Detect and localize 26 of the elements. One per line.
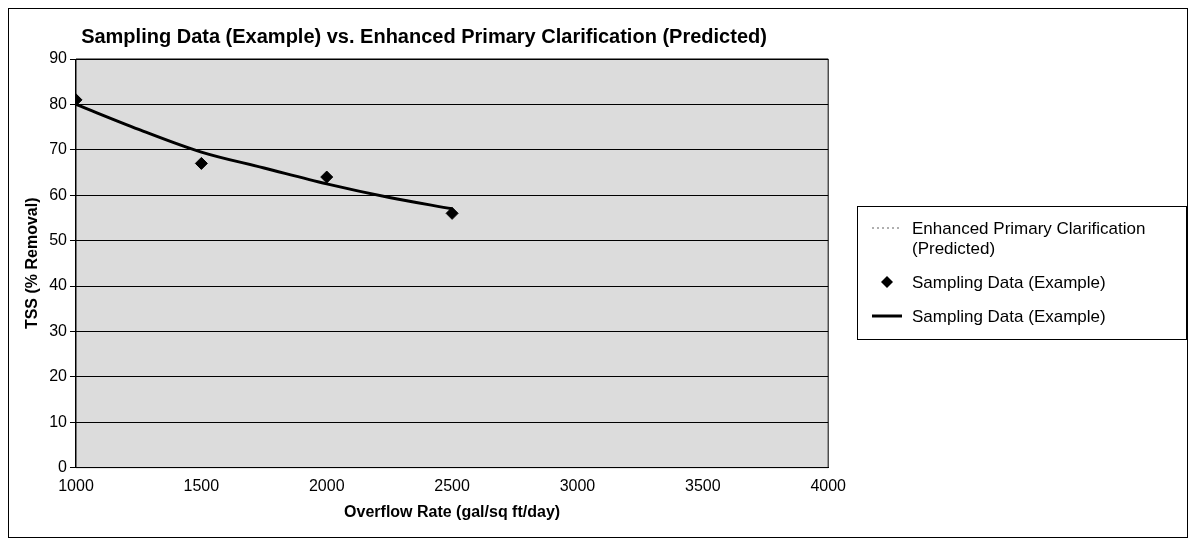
x-axis-title: Overflow Rate (gal/sq ft/day) (344, 502, 561, 520)
y-tick-label: 0 (58, 458, 68, 476)
x-tick-label: 2000 (308, 476, 345, 494)
x-tick-label: 1500 (183, 476, 220, 494)
y-tick-label: 30 (49, 321, 68, 339)
x-tick-label: 3500 (685, 476, 721, 494)
point (445, 206, 459, 220)
y-tick-label: 20 (49, 367, 68, 385)
x-tick-label: 2500 (434, 476, 470, 494)
point (320, 170, 334, 184)
y-tick-label: 90 (49, 49, 68, 67)
legend-label: Enhanced Primary Clarification (Predicted) (912, 219, 1147, 259)
legend-label: Sampling Data (Example) (912, 307, 1106, 327)
y-tick-label: 50 (49, 231, 68, 249)
y-tick-label: 10 (49, 412, 68, 430)
y-tick-label: 80 (49, 94, 68, 112)
x-tick-label: 3000 (559, 476, 596, 494)
chart-title: Sampling Data (Example) vs. Enhanced Primary Clarification (Predicted) (81, 24, 767, 47)
x-tick-label: 4000 (810, 476, 847, 494)
point (194, 156, 208, 170)
y-axis-title: TSS (% Removal) (23, 197, 41, 330)
y-tick-label: 40 (49, 276, 68, 294)
y-tick-label: 70 (49, 140, 68, 158)
legend-label: Sampling Data (Example) (912, 273, 1106, 293)
y-tick-label: 60 (49, 185, 68, 203)
x-tick-label: 1000 (58, 476, 94, 494)
